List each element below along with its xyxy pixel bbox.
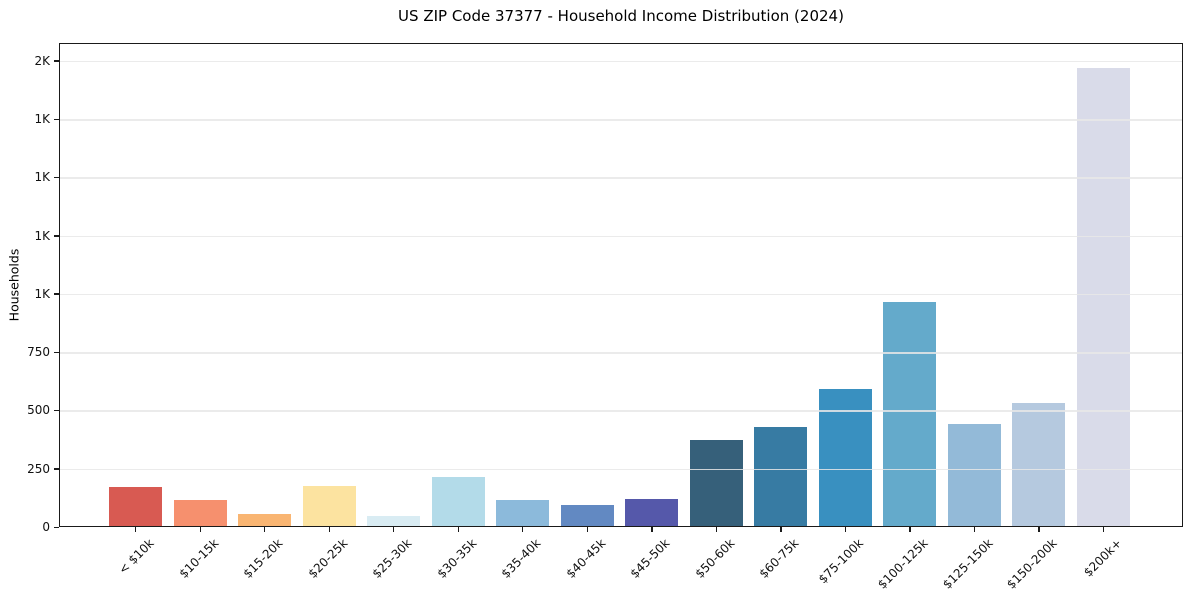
y-tick-mark (54, 526, 59, 528)
x-tick-mark (651, 527, 653, 532)
bar-$45-50k (625, 499, 679, 527)
x-tick-mark (393, 527, 395, 532)
x-tick-label: $20-25k (305, 536, 350, 581)
y-tick-mark (54, 468, 59, 470)
x-tick-mark (328, 527, 330, 532)
x-tick-label: < $10k (115, 536, 157, 577)
x-tick-label: $30-35k (434, 536, 480, 581)
y-tick-label: 2K (34, 53, 50, 68)
y-tick-mark (54, 235, 59, 237)
y-tick-label: 750 (27, 345, 50, 360)
x-tick-mark (199, 527, 201, 532)
x-tick-label: $100-125k (875, 536, 931, 590)
x-tick-label: $40-45k (563, 536, 609, 581)
gridline-500 (59, 410, 1183, 412)
y-tick-label: 250 (27, 461, 50, 476)
y-tick-mark (54, 118, 59, 120)
x-tick-label: $200k+ (1080, 536, 1125, 580)
chart-title: US ZIP Code 37377 - Household Income Dis… (398, 7, 844, 25)
y-tick-mark (54, 60, 59, 62)
y-tick-label: 1K (34, 112, 50, 127)
gridline-1500 (59, 177, 1183, 179)
x-tick-mark (522, 527, 524, 532)
x-tick-mark (586, 527, 588, 532)
y-tick-mark (54, 176, 59, 179)
bar-$200k+ (1076, 67, 1130, 527)
x-tick-label: $75-100k (815, 536, 867, 587)
bar-$60-75k (754, 427, 808, 527)
bar-< $10k (109, 487, 162, 527)
y-tick-mark (54, 351, 59, 354)
x-tick-label: $125-150k (939, 536, 996, 590)
x-tick-label: $60-75k (756, 536, 802, 581)
gridline-250 (59, 468, 1183, 471)
bar-$25-30k (367, 516, 421, 527)
gridline-1000 (59, 293, 1183, 296)
x-tick-mark (1102, 527, 1105, 532)
y-tick-label: 1K (34, 286, 50, 301)
x-tick-label: $10-15k (176, 536, 221, 581)
gridline-2000 (59, 60, 1183, 63)
x-tick-label: $15-20k (240, 536, 286, 581)
x-tick-label: $35-40k (498, 536, 544, 581)
x-tick-label: $45-50k (627, 536, 673, 581)
bar-$15-20k (238, 513, 292, 527)
x-tick-label: $50-60k (692, 536, 738, 581)
y-tick-mark (54, 293, 59, 295)
x-tick-mark (264, 527, 266, 532)
gridline-1250 (59, 235, 1183, 238)
x-tick-mark (780, 527, 782, 532)
y-tick-label: 1K (34, 170, 50, 185)
bar-$125-150k (947, 423, 1001, 527)
bar-$50-60k (689, 439, 743, 527)
bar-$35-40k (496, 500, 550, 527)
gridline-750 (59, 352, 1183, 354)
gridline-1750 (59, 119, 1183, 121)
x-tick-mark (135, 527, 137, 532)
y-tick-label: 0 (42, 520, 50, 534)
bar-$75-100k (818, 389, 872, 527)
x-tick-label: $25-30k (369, 536, 415, 581)
x-tick-mark (457, 527, 459, 532)
y-tick-mark (54, 409, 59, 412)
bar-$10-15k (173, 499, 227, 527)
x-tick-mark (909, 527, 911, 532)
x-tick-label: $150-200k (1004, 536, 1060, 590)
x-tick-mark (844, 527, 847, 532)
x-tick-mark (973, 527, 976, 532)
bar-$30-35k (431, 476, 485, 527)
bar-$20-25k (302, 486, 356, 527)
x-tick-mark (715, 527, 718, 532)
bar-$100-125k (883, 301, 937, 527)
bar-$40-45k (560, 504, 614, 527)
y-tick-label: 1K (34, 228, 50, 243)
y-tick-label: 500 (27, 403, 50, 418)
x-tick-mark (1038, 527, 1040, 532)
bar-$150-200k (1012, 403, 1066, 527)
